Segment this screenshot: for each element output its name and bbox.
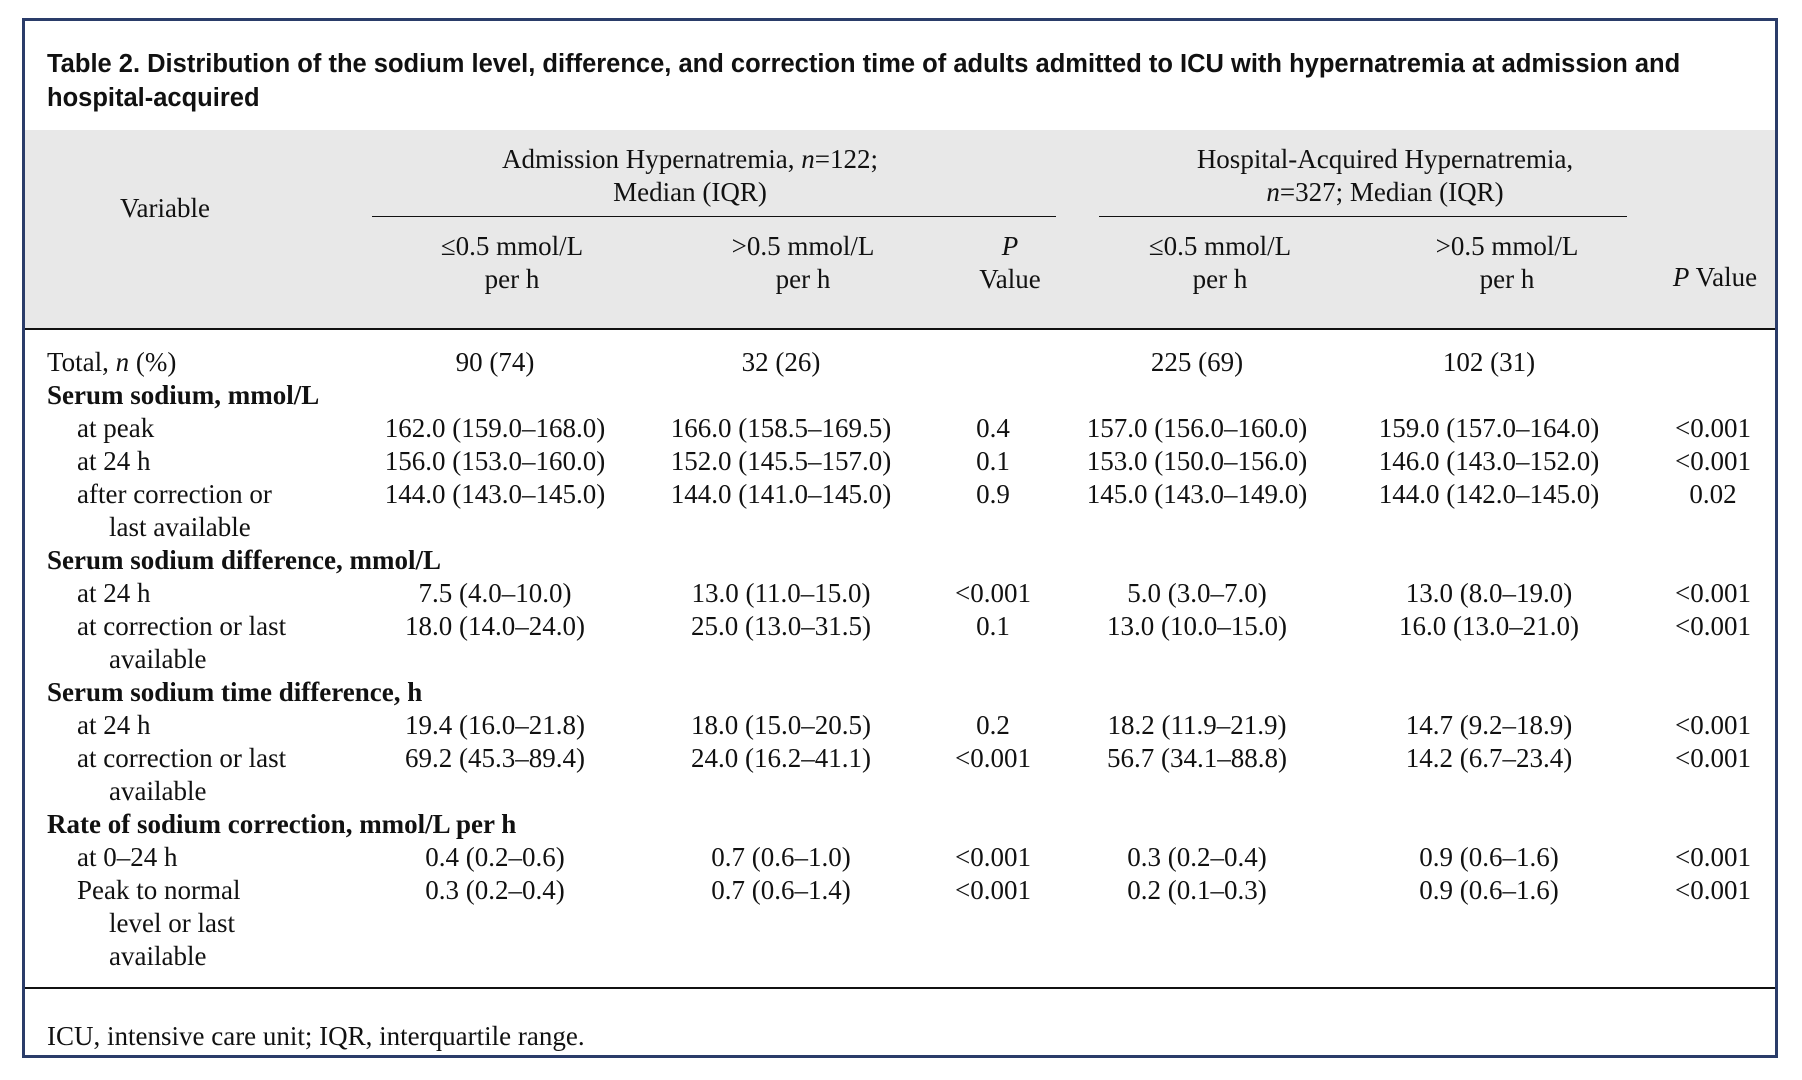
row-label-continued: last available	[109, 512, 251, 542]
table-cell-c1: 144.0 (143.0–145.0)	[384, 479, 606, 509]
row-label: at correction or last	[77, 611, 287, 641]
table-cell-p1: 0.4	[976, 413, 1010, 443]
table-cell-c1: 162.0 (159.0–168.0)	[384, 413, 606, 443]
table-cell-c2: 0.7 (0.6–1.0)	[711, 842, 851, 872]
table-cell-p2: <0.001	[1675, 413, 1751, 443]
table-cell-c3: 153.0 (150.0–156.0)	[1086, 446, 1308, 476]
table-cell-c1: 90 (74)	[455, 347, 535, 377]
table-cell-c2: 166.0 (158.5–169.5)	[670, 413, 892, 443]
table-cell-c2: 144.0 (141.0–145.0)	[670, 479, 892, 509]
table-cell-c1: 7.5 (4.0–10.0)	[418, 578, 572, 608]
table-cell-c1: 0.3 (0.2–0.4)	[425, 875, 565, 905]
table-cell-c3: 145.0 (143.0–149.0)	[1086, 479, 1308, 509]
table-cell-c2: 0.7 (0.6–1.4)	[711, 875, 851, 905]
row-label: at 24 h	[77, 446, 151, 476]
row-label: at 24 h	[77, 578, 151, 608]
table-cell-c2: 24.0 (16.2–41.1)	[691, 743, 871, 773]
table-frame: Table 2. Distribution of the sodium leve…	[22, 18, 1778, 1058]
table-cell-p2: <0.001	[1675, 875, 1751, 905]
table-header: Variable Admission Hypernatremia, n=122;…	[25, 130, 1775, 330]
table-cell-c3: 5.0 (3.0–7.0)	[1127, 578, 1267, 608]
row-label: at correction or last	[77, 743, 287, 773]
subheader-adm-gt: >0.5 mmol/L per h	[731, 231, 875, 294]
table-cell-c4: 0.9 (0.6–1.6)	[1419, 842, 1559, 872]
table-cell-p1: 0.1	[976, 611, 1010, 641]
subheader-adm-p: P Value	[979, 231, 1041, 294]
section-header: Rate of sodium correction, mmol/L per h	[47, 809, 517, 839]
section-header: Serum sodium time difference, h	[47, 677, 423, 707]
table-cell-c4: 14.7 (9.2–18.9)	[1405, 710, 1573, 740]
row-label: Total, n (%)	[47, 347, 177, 377]
section-header: Serum sodium, mmol/L	[47, 380, 320, 410]
header-admission-rule	[372, 216, 1056, 217]
table-cell-p1: <0.001	[955, 578, 1031, 608]
row-label: at peak	[77, 413, 155, 443]
table-cell-c4: 159.0 (157.0–164.0)	[1378, 413, 1600, 443]
table-cell-c2: 18.0 (15.0–20.5)	[691, 710, 871, 740]
table-cell-p1: 0.1	[976, 446, 1010, 476]
table-cell-p2: 0.02	[1689, 479, 1737, 509]
table-cell-p2: <0.001	[1675, 578, 1751, 608]
table-cell-c4: 14.2 (6.7–23.4)	[1405, 743, 1573, 773]
table-cell-p1: <0.001	[955, 842, 1031, 872]
subheader-adm-le: ≤0.5 mmol/L per h	[440, 231, 584, 294]
table-cell-c3: 225 (69)	[1150, 347, 1244, 377]
header-admission-group: Admission Hypernatremia, n=122; Median (…	[502, 144, 878, 207]
table-cell-c1: 0.4 (0.2–0.6)	[425, 842, 565, 872]
subheader-hosp-p: P Value	[1672, 262, 1758, 292]
table-cell-p1: 0.2	[976, 710, 1010, 740]
table-cell-c1: 18.0 (14.0–24.0)	[405, 611, 585, 641]
footer-rule	[25, 987, 1775, 989]
table-cell-c4: 16.0 (13.0–21.0)	[1399, 611, 1579, 641]
table-cell-c1: 19.4 (16.0–21.8)	[405, 710, 585, 740]
table-cell-p2: <0.001	[1675, 842, 1751, 872]
table-cell-c4: 146.0 (143.0–152.0)	[1378, 446, 1600, 476]
table-cell-c4: 0.9 (0.6–1.6)	[1419, 875, 1559, 905]
subheader-hosp-gt: >0.5 mmol/L per h	[1435, 231, 1579, 294]
row-label: at 24 h	[77, 710, 151, 740]
table-title: Table 2. Distribution of the sodium leve…	[47, 50, 1681, 112]
row-label-continued: available	[109, 941, 207, 971]
row-label: Peak to normal	[77, 875, 241, 905]
table-cell-p2: <0.001	[1675, 446, 1751, 476]
table-cell-c4: 144.0 (142.0–145.0)	[1378, 479, 1600, 509]
table-cell-p2: <0.001	[1675, 743, 1751, 773]
table-cell-p1: <0.001	[955, 875, 1031, 905]
row-label-continued: level or last	[109, 908, 235, 938]
table-cell-c3: 0.2 (0.1–0.3)	[1127, 875, 1267, 905]
table-cell-c4: 13.0 (8.0–19.0)	[1405, 578, 1573, 608]
table-footnote: ICU, intensive care unit; IQR, interquar…	[47, 1021, 585, 1051]
table-cell-c3: 0.3 (0.2–0.4)	[1127, 842, 1267, 872]
table-cell-c1: 69.2 (45.3–89.4)	[405, 743, 585, 773]
subheader-hosp-le: ≤0.5 mmol/L per h	[1148, 231, 1292, 294]
row-label-continued: available	[109, 644, 207, 674]
header-hospital-rule	[1099, 216, 1627, 217]
row-label-continued: available	[109, 776, 207, 806]
row-label: at 0–24 h	[77, 842, 178, 872]
table-cell-c2: 32 (26)	[741, 347, 821, 377]
table-cell-p2: <0.001	[1675, 710, 1751, 740]
section-header: Serum sodium difference, mmol/L	[47, 545, 441, 575]
table-cell-c3: 157.0 (156.0–160.0)	[1086, 413, 1308, 443]
header-hospital-group: Hospital-Acquired Hypernatremia, n=327; …	[1196, 144, 1574, 207]
table-cell-c2: 25.0 (13.0–31.5)	[691, 611, 871, 641]
table-cell-p2: <0.001	[1675, 611, 1751, 641]
row-label: after correction or	[77, 479, 272, 509]
table-cell-p1: <0.001	[955, 743, 1031, 773]
header-variable: Variable	[120, 193, 210, 223]
table-cell-c3: 56.7 (34.1–88.8)	[1107, 743, 1287, 773]
table-cell-c3: 13.0 (10.0–15.0)	[1107, 611, 1287, 641]
table-cell-c2: 13.0 (11.0–15.0)	[691, 578, 871, 608]
table-cell-c3: 18.2 (11.9–21.9)	[1107, 710, 1287, 740]
table-cell-c1: 156.0 (153.0–160.0)	[384, 446, 606, 476]
table-cell-c2: 152.0 (145.5–157.0)	[670, 446, 892, 476]
table-cell-p1: 0.9	[976, 479, 1010, 509]
table-cell-c4: 102 (31)	[1442, 347, 1536, 377]
